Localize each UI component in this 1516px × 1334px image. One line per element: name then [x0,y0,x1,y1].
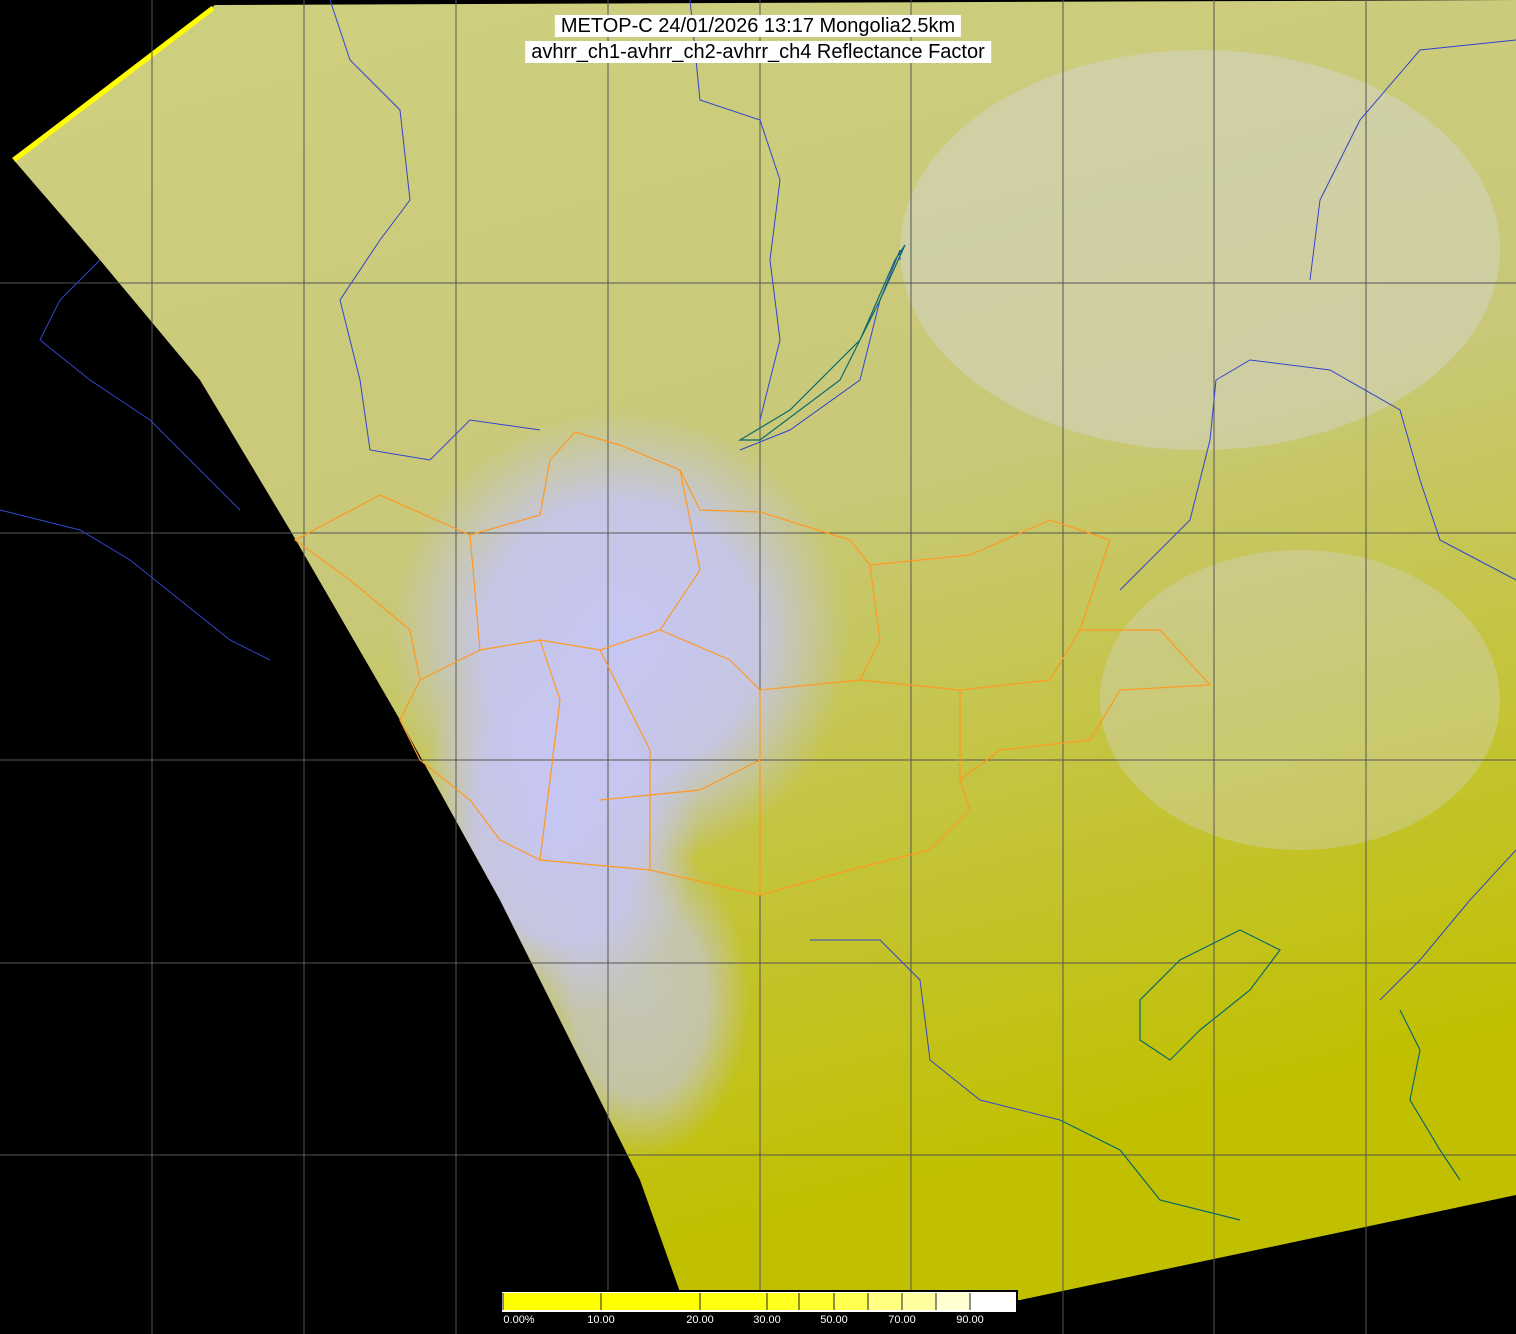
colorbar-segment [799,1293,834,1310]
colorbar-segment [868,1293,902,1310]
colorbar-tick-label: 50.00 [820,1314,848,1326]
colorbar-tick-label: 0.00% [503,1314,535,1326]
colorbar-tick-label: 30.00 [753,1314,781,1326]
title-line-1: METOP-C 24/01/2026 13:17 Mongolia2.5km [554,15,962,37]
colorbar-segment [970,1293,1003,1310]
cloud-cover [390,50,1500,1160]
colorbar-segment [700,1293,767,1310]
colorbar-segment [503,1293,601,1310]
colorbar-tick-label: 20.00 [686,1314,714,1326]
mongolia-province-borders [293,431,1212,896]
colorbar-segment [834,1293,868,1310]
colorbar-segment [936,1293,970,1310]
colorbar-segment [902,1293,936,1310]
country-borders [0,0,1516,1121]
colorbar-legend: 0.00% 10.00 20.00 30.00 50.00 70.00 90.00 [500,1290,1018,1334]
swath-edge-artifact [12,6,215,162]
colorbar-segment [601,1293,700,1310]
colorbar-segment [767,1293,799,1310]
colorbar-tick-label: 70.00 [888,1314,916,1326]
coastlines [737,244,1461,1221]
colorbar-tick-label: 90.00 [956,1314,984,1326]
colorbar-gradient [502,1292,1016,1312]
title-line-2: avhrr_ch1-avhrr_ch2-avhrr_ch4 Reflectanc… [525,41,991,63]
colorbar-tick-label: 10.00 [587,1314,615,1326]
